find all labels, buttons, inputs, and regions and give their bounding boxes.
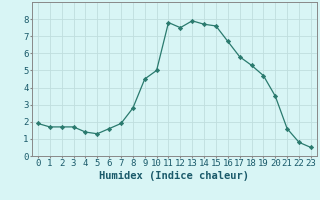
X-axis label: Humidex (Indice chaleur): Humidex (Indice chaleur) [100, 171, 249, 181]
